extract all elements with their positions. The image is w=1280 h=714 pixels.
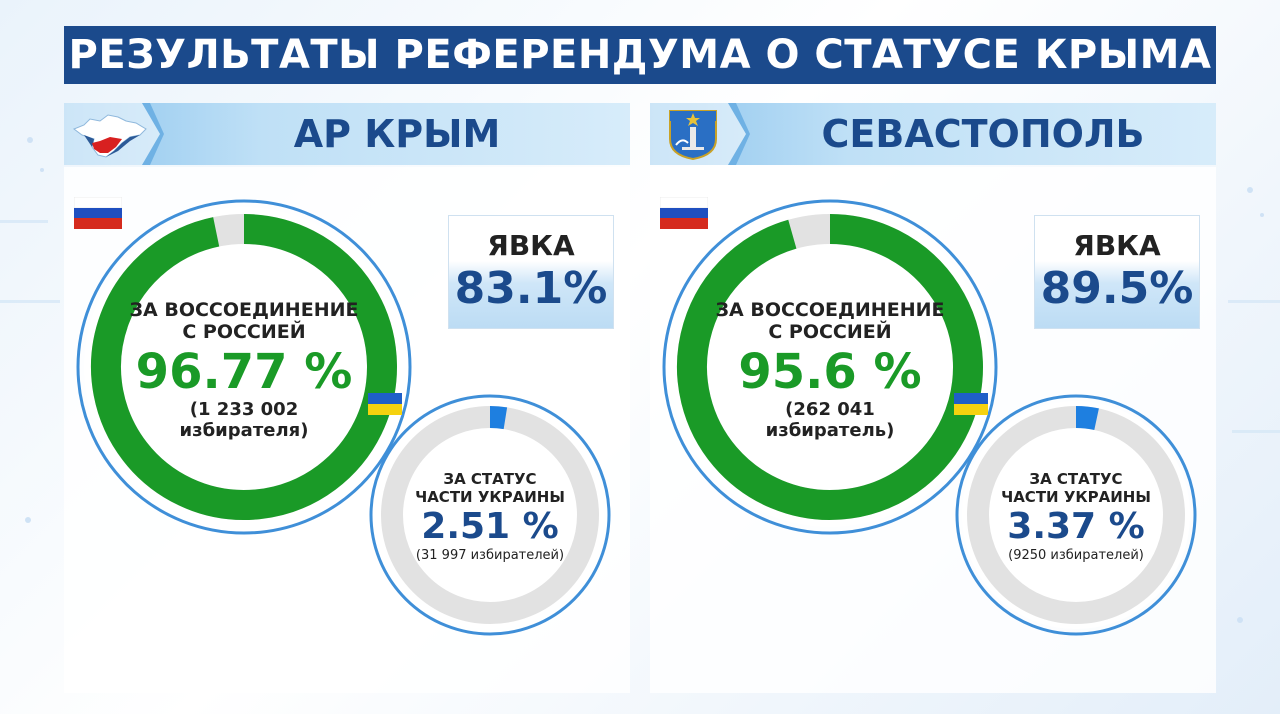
turnout-label: ЯВКА bbox=[487, 229, 575, 262]
russia-votes-line2: избирателя) bbox=[179, 420, 309, 441]
ukraine-label-line2: ЧАСТИ УКРАИНЫ bbox=[415, 488, 565, 506]
ukraine-votes: (9250 избирателей) bbox=[1008, 548, 1144, 563]
slice-russia bbox=[91, 214, 397, 520]
russia-donut-chart: ЗА ВОССОЕДИНЕНИЕ С РОССИЕЙ 96.77 % (1 23… bbox=[74, 197, 414, 537]
russia-donut-svg bbox=[76, 199, 412, 535]
russia-label-line2: С РОССИЕЙ bbox=[182, 321, 306, 343]
ukraine-label-line1: ЗА СТАТУС bbox=[1029, 470, 1123, 488]
slice-ukraine bbox=[1075, 406, 1099, 430]
ukraine-percent: 2.51 % bbox=[421, 506, 559, 547]
outer-ring bbox=[76, 199, 412, 535]
ukraine-votes: (31 997 избирателей) bbox=[415, 548, 565, 563]
russia-percent: 96.77 % bbox=[135, 344, 353, 400]
donut-background bbox=[670, 207, 990, 527]
ukraine-donut-chart: ЗА СТАТУС ЧАСТИ УКРАИНЫ 2.51 % (31 997 и… bbox=[368, 393, 612, 637]
ukraine-label-line1: ЗА СТАТУС bbox=[443, 470, 537, 488]
slice-russia bbox=[677, 214, 983, 520]
russia-flag-icon bbox=[74, 197, 122, 229]
russia-donut-chart: ЗА ВОССОЕДИНЕНИЕ С РОССИЕЙ 95.6 % (262 0… bbox=[660, 197, 1000, 537]
turnout-value: 89.5% bbox=[1040, 263, 1194, 314]
turnout-box: ЯВКА 83.1% bbox=[448, 215, 614, 329]
panel-title: АР КРЫМ bbox=[293, 112, 501, 156]
russia-label-line2: С РОССИЕЙ bbox=[768, 321, 892, 343]
ukraine-donut-chart: ЗА СТАТУС ЧАСТИ УКРАИНЫ 3.37 % (9250 изб… bbox=[954, 393, 1198, 637]
donut-background bbox=[376, 401, 604, 629]
russia-percent: 95.6 % bbox=[738, 344, 922, 400]
panel-header: СЕВАСТОПОЛЬ bbox=[650, 103, 1216, 165]
turnout-box: ЯВКА 89.5% bbox=[1034, 215, 1200, 329]
panel-title: СЕВАСТОПОЛЬ bbox=[821, 112, 1145, 156]
panel-header: АР КРЫМ bbox=[64, 103, 630, 165]
crimea-map-icon bbox=[72, 114, 147, 158]
ukraine-label-line2: ЧАСТИ УКРАИНЫ bbox=[1001, 488, 1151, 506]
outer-ring bbox=[662, 199, 998, 535]
outer-ring bbox=[369, 394, 611, 636]
donut-background bbox=[84, 207, 404, 527]
ukraine-donut-svg bbox=[369, 394, 611, 636]
page-title: РЕЗУЛЬТАТЫ РЕФЕРЕНДУМА О СТАТУСЕ КРЫМА bbox=[64, 26, 1216, 84]
ukraine-flag-icon bbox=[954, 393, 988, 415]
turnout-value: 83.1% bbox=[454, 263, 608, 314]
russia-votes-line1: (262 041 bbox=[785, 399, 875, 420]
turnout-label: ЯВКА bbox=[1073, 229, 1161, 262]
donut-background bbox=[962, 401, 1190, 629]
panel-sevastopol: СЕВАСТОПОЛЬ ЗА ВОССОЕДИНЕНИЕ С РОССИЕЙ 9… bbox=[650, 103, 1216, 693]
russia-donut-svg bbox=[662, 199, 998, 535]
russia-votes-line2: избиратель) bbox=[765, 420, 895, 441]
slice-ukraine bbox=[489, 406, 508, 430]
russia-label-line1: ЗА ВОССОЕДИНЕНИЕ bbox=[715, 299, 945, 321]
outer-ring bbox=[955, 394, 1197, 636]
sevastopol-coat-of-arms-icon bbox=[669, 110, 717, 161]
panel-crimea: АР КРЫМ ЗА ВОССОЕДИНЕНИЕ С РОССИЕЙ 96.77… bbox=[64, 103, 630, 693]
ukraine-percent: 3.37 % bbox=[1007, 506, 1145, 547]
russia-label-line1: ЗА ВОССОЕДИНЕНИЕ bbox=[129, 299, 359, 321]
ukraine-flag-icon bbox=[368, 393, 402, 415]
russia-flag-icon bbox=[660, 197, 708, 229]
russia-votes-line1: (1 233 002 bbox=[189, 399, 299, 420]
ukraine-donut-svg bbox=[955, 394, 1197, 636]
